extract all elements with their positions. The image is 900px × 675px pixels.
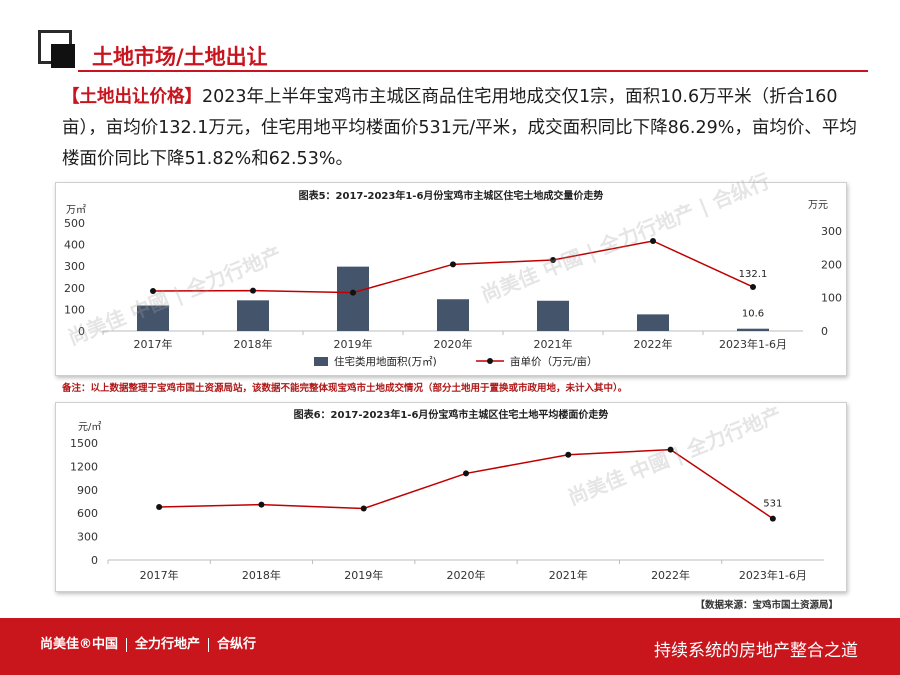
- intro-label: 【土地出让价格】: [62, 87, 202, 107]
- bar-land-area: [537, 300, 569, 331]
- brand-hezongxing: 合纵行: [217, 637, 257, 652]
- y-right-tick-label: 100: [821, 292, 842, 305]
- chart-title: 图表6：2017-2023年1-6月份宝鸡市主城区住宅土地平均楼面价走势: [294, 408, 609, 421]
- intro-text: 2023年上半年宝鸡市主城区商品住宅用地成交仅1宗，面积10.6万平米（折合16…: [62, 87, 857, 169]
- chart-panel-floor-price: 图表6：2017-2023年1-6月份宝鸡市主城区住宅土地平均楼面价走势 元/㎡…: [55, 402, 847, 592]
- chart-panel-land-volume-price: 图表5：2017-2023年1-6月份宝鸡市主城区住宅土地成交量价走势 万㎡ 万…: [55, 182, 847, 376]
- point-floor-price: [565, 451, 572, 458]
- chart-title: 图表5：2017-2023年1-6月份宝鸡市主城区住宅土地成交量价走势: [299, 189, 604, 202]
- y-tick-label: 1500: [70, 437, 98, 450]
- x-tick-label: 2021年: [534, 337, 573, 351]
- x-tick-label: 2019年: [344, 568, 383, 582]
- bar-land-area: [137, 305, 169, 331]
- data-label-floor-price: 531: [763, 499, 782, 510]
- bar-land-area: [737, 328, 769, 331]
- x-tick-label: 2022年: [634, 337, 673, 351]
- y-left-tick-label: 500: [64, 217, 85, 230]
- point-floor-price: [463, 470, 469, 477]
- y-left-tick-label: 300: [64, 260, 85, 273]
- y-tick-label: 1200: [70, 460, 98, 473]
- y-right-tick-label: 200: [821, 258, 842, 271]
- y-left-tick-label: 200: [64, 282, 85, 295]
- x-tick-label: 2018年: [242, 568, 281, 582]
- point-floor-price: [360, 505, 367, 512]
- bar-land-area: [637, 314, 669, 331]
- data-label-land-area: 10.6: [742, 309, 764, 320]
- point-floor-price: [156, 503, 163, 510]
- data-source: 【数据来源：宝鸡市国土资源局】: [695, 600, 838, 611]
- data-label-unit-price: 132.1: [739, 269, 768, 280]
- x-tick-label: 2023年1-6月: [739, 568, 807, 582]
- x-tick-label: 2017年: [140, 568, 179, 582]
- chart-note: 备注：以上数据整理于宝鸡市国土资源局站，该数据不能完整体现宝鸡市土地成交情况（部…: [62, 383, 628, 394]
- y-tick-label: 600: [77, 507, 98, 520]
- page-title: 土地市场/土地出让: [92, 45, 268, 69]
- brand-shangmeijia: 尚美佳®中国: [40, 637, 119, 652]
- x-tick-label: 2022年: [651, 568, 690, 582]
- chart-land-volume-price: 图表5：2017-2023年1-6月份宝鸡市主城区住宅土地成交量价走势 万㎡ 万…: [64, 189, 842, 368]
- x-tick-label: 2020年: [447, 568, 486, 582]
- y-left-tick-label: 0: [78, 325, 85, 338]
- header-divider: [78, 70, 868, 72]
- brand-quanlixing: 全力行地产: [135, 637, 201, 652]
- y-unit: 元/㎡: [78, 421, 101, 433]
- point-unit-price: [150, 288, 156, 294]
- point-floor-price: [258, 501, 265, 508]
- point-unit-price: [450, 261, 456, 268]
- y-left-tick-label: 100: [64, 303, 85, 316]
- y-left-unit: 万㎡: [66, 204, 86, 216]
- footer-brand: 尚美佳®中国 全力行地产 合纵行: [40, 633, 256, 652]
- intro-paragraph: 【土地出让价格】2023年上半年宝鸡市主城区商品住宅用地成交仅1宗，面积10.6…: [62, 82, 862, 175]
- footer-bar: 尚美佳®中国 全力行地产 合纵行 持续系统的房地产整合之道: [0, 618, 900, 675]
- line-floor-price: [159, 448, 774, 520]
- bar-land-area: [437, 299, 469, 331]
- y-right-tick-label: 300: [821, 225, 842, 238]
- y-right-unit: 万元: [808, 200, 828, 211]
- chart-floor-price: 图表6：2017-2023年1-6月份宝鸡市主城区住宅土地平均楼面价走势 元/㎡…: [70, 408, 824, 582]
- legend-marker-line: [487, 358, 493, 364]
- x-tick-label: 2017年: [134, 337, 173, 351]
- legend-label-line: 亩单价（万元/亩）: [510, 355, 598, 368]
- y-left-tick-label: 400: [64, 239, 85, 252]
- y-tick-label: 300: [77, 531, 98, 544]
- x-tick-label: 2021年: [549, 568, 588, 582]
- x-tick-label: 2019年: [334, 337, 373, 351]
- point-unit-price: [250, 287, 256, 294]
- point-unit-price: [550, 257, 556, 263]
- y-tick-label: 0: [91, 554, 98, 567]
- legend-swatch-bar: [314, 357, 328, 366]
- point-floor-price: [769, 515, 776, 522]
- x-tick-label: 2020年: [434, 337, 473, 351]
- header-square-icon: [38, 30, 78, 70]
- bar-land-area: [237, 300, 269, 331]
- bar-land-area: [337, 266, 369, 331]
- point-unit-price: [750, 283, 756, 290]
- y-tick-label: 900: [77, 484, 98, 497]
- y-right-tick-label: 0: [821, 325, 828, 338]
- point-unit-price: [350, 289, 356, 296]
- footer-slogan: 持续系统的房地产整合之道: [654, 641, 858, 661]
- point-floor-price: [667, 446, 674, 453]
- x-tick-label: 2018年: [234, 337, 273, 351]
- legend-label-bar: 住宅类用地面积(万㎡): [334, 355, 437, 368]
- x-tick-label: 2023年1-6月: [719, 337, 787, 351]
- point-unit-price: [650, 238, 656, 244]
